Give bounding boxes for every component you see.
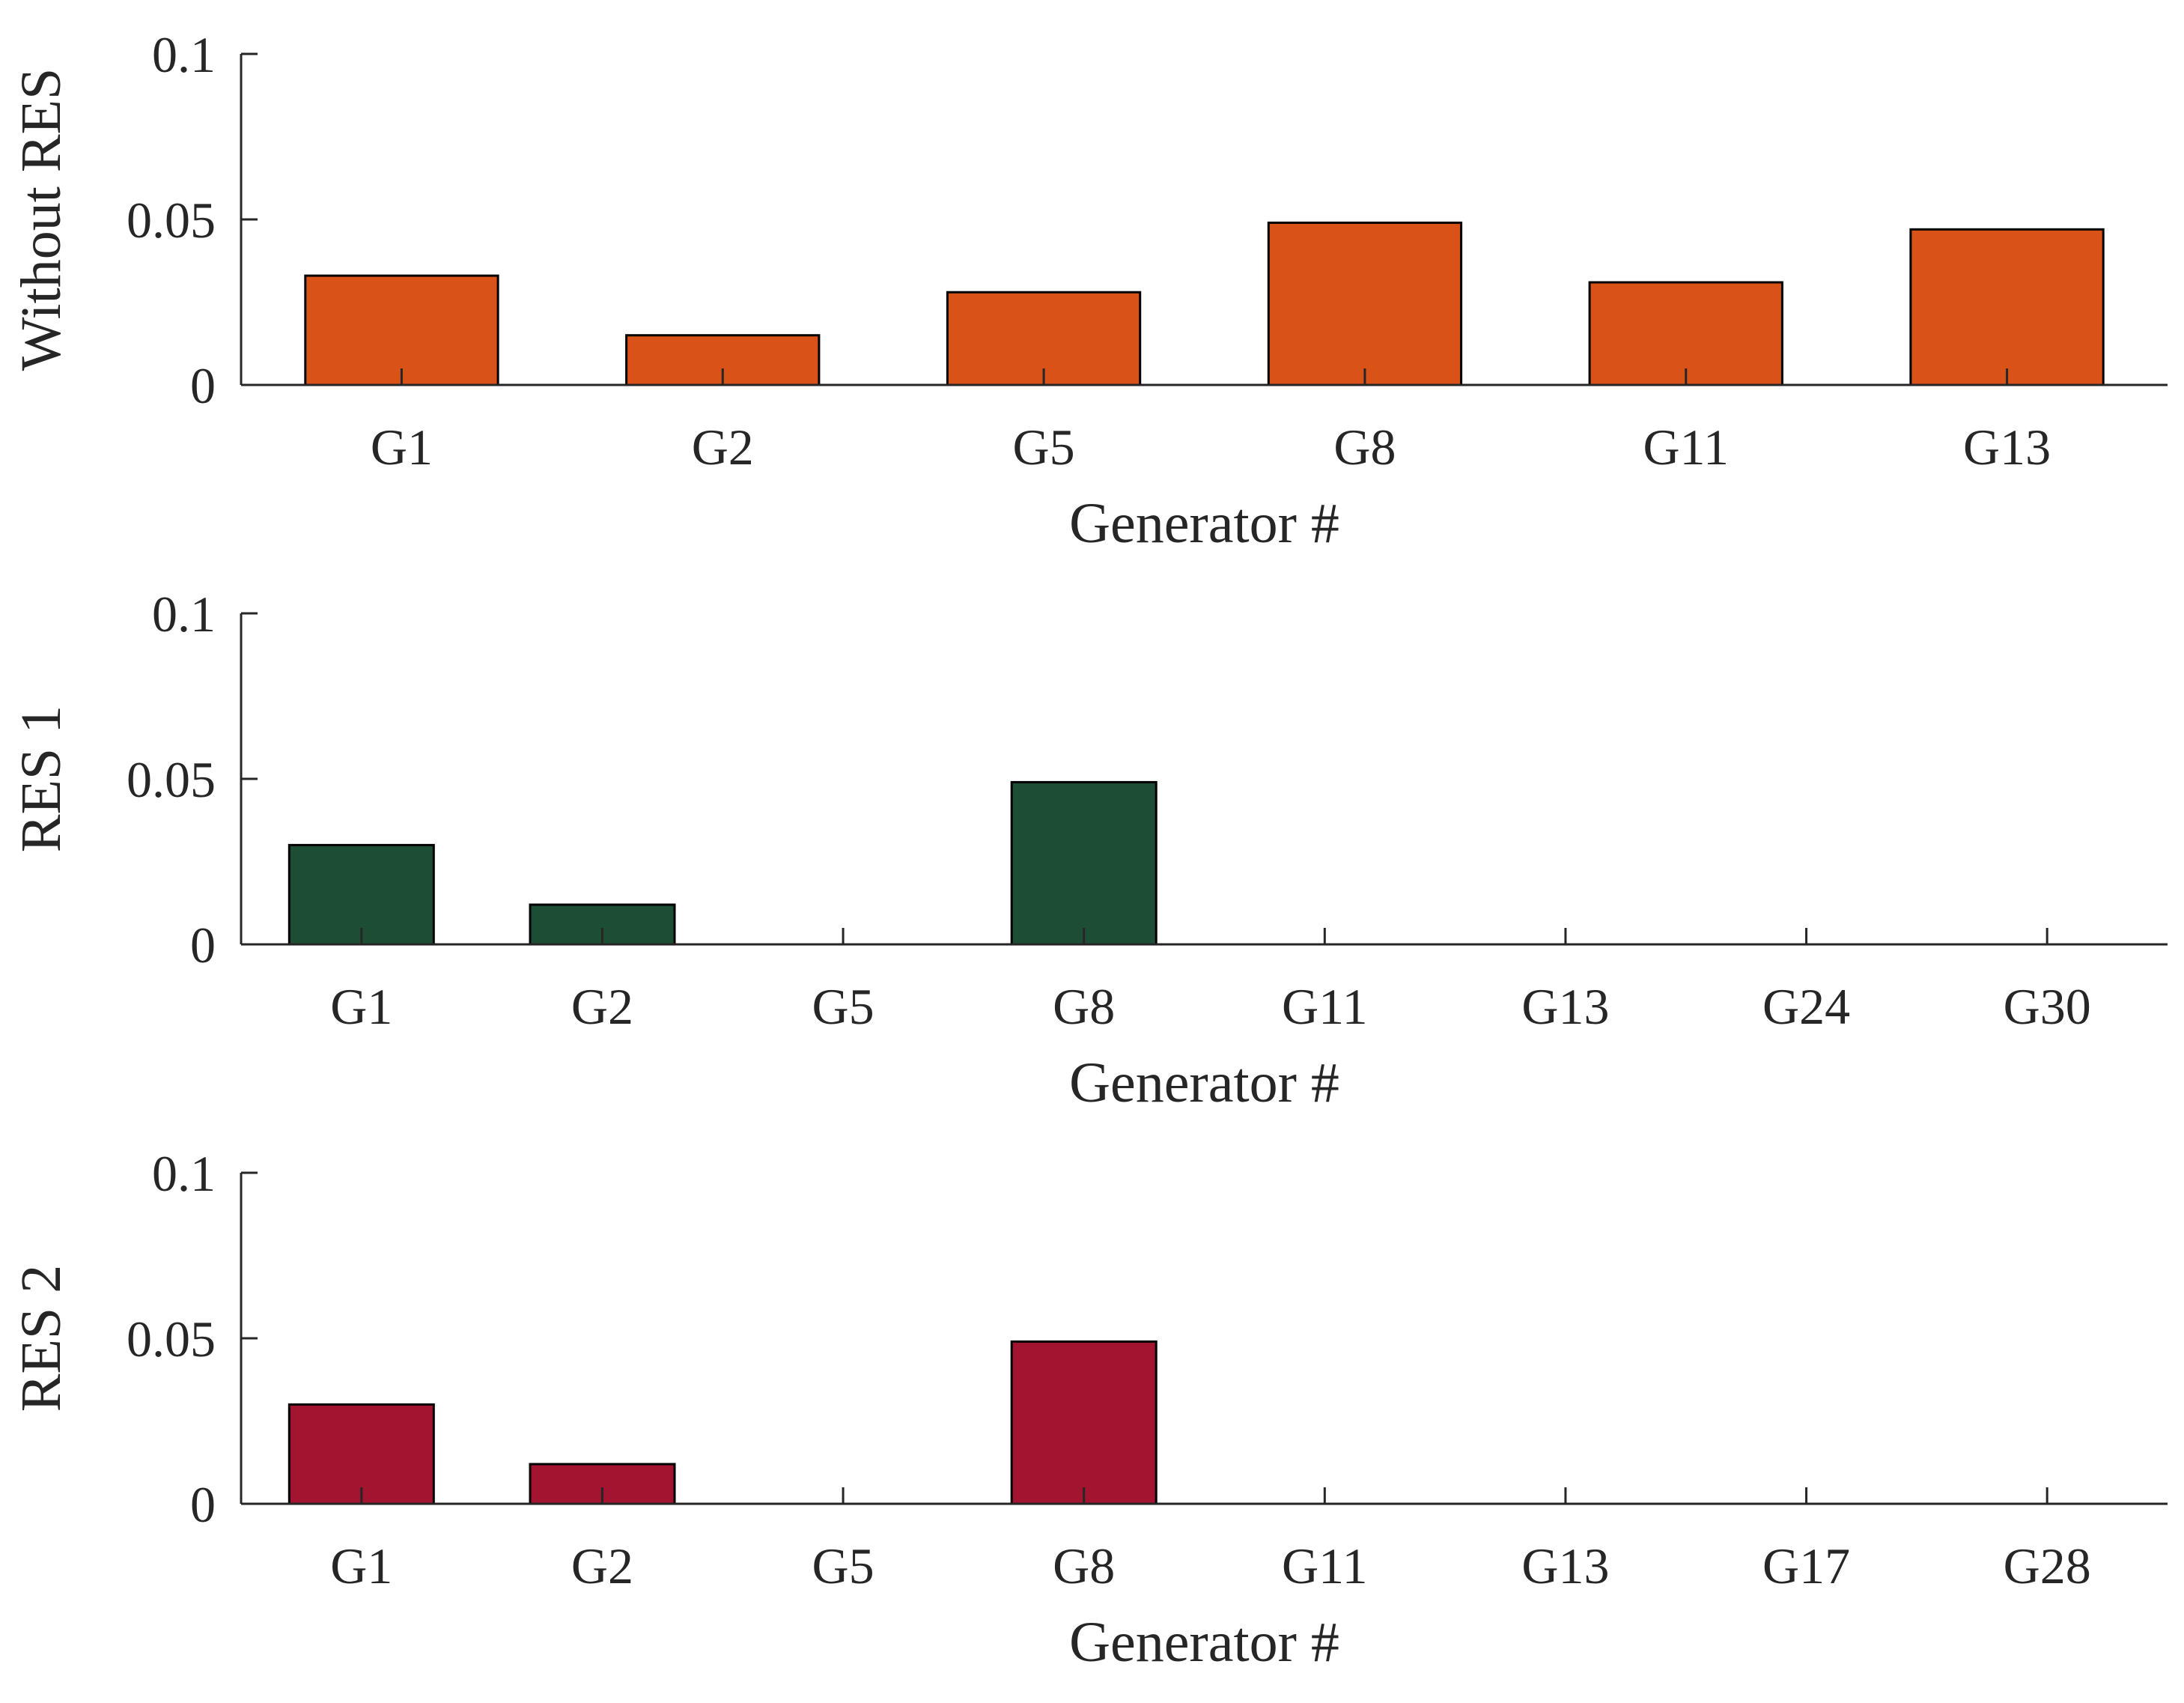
x-tick-label: G11 — [1282, 1537, 1368, 1594]
y-tick-label: 0 — [190, 357, 216, 414]
x-tick-label: G5 — [812, 1537, 874, 1594]
y-tick-label: 0.1 — [152, 1145, 216, 1202]
bar-g8 — [1267, 221, 1463, 386]
bar-g13 — [1909, 228, 2105, 386]
x-tick-label: G8 — [1053, 1537, 1115, 1594]
y-axis-label: RES 2 — [10, 1265, 73, 1412]
x-axis-label: Generator # — [1069, 1051, 1339, 1114]
x-tick-label: G24 — [1762, 978, 1850, 1035]
y-tick-label: 0.05 — [127, 1311, 216, 1367]
x-tick-label: G5 — [812, 978, 874, 1035]
bar-g5 — [946, 291, 1142, 386]
y-tick-label: 0.1 — [152, 26, 216, 83]
chart-panel-1: 0 0.05 0.1 G1 G2 G5 G8 G11 G13 Generator # Without… — [10, 26, 2168, 555]
x-tick-label: G8 — [1053, 978, 1115, 1035]
bar-g1 — [288, 1403, 435, 1505]
bar-g11 — [1588, 281, 1783, 386]
x-tick-label: G30 — [2004, 978, 2091, 1035]
bar-g8 — [1010, 1340, 1158, 1505]
bar-g1 — [288, 843, 435, 946]
y-tick-label: 0.1 — [152, 586, 216, 643]
chart-panel-2: 0 0.05 0.1 G1 G2 G5 G8 G11 G13 G24 G30 Generator # R… — [10, 586, 2168, 1114]
x-axis-label: Generator # — [1069, 492, 1339, 555]
x-tick-label: G2 — [571, 1537, 633, 1594]
bar-g1 — [304, 274, 499, 386]
bar-g8 — [1010, 780, 1158, 946]
x-tick-label: G11 — [1282, 978, 1368, 1035]
y-axis-label: Without RES — [10, 68, 73, 371]
x-tick-label: G13 — [1963, 419, 2051, 476]
x-axis-label: Generator # — [1069, 1611, 1339, 1674]
x-tick-label: G13 — [1521, 1537, 1609, 1594]
y-tick-label: 0 — [190, 1476, 216, 1533]
x-tick-label: G2 — [571, 978, 633, 1035]
y-tick-label: 0.05 — [127, 751, 216, 808]
x-tick-label: G2 — [692, 419, 754, 476]
x-tick-label: G8 — [1333, 419, 1396, 476]
y-tick-label: 0 — [190, 917, 216, 974]
x-tick-label: G28 — [2004, 1537, 2091, 1594]
x-tick-label: G1 — [371, 419, 433, 476]
x-tick-label: G5 — [1013, 419, 1075, 476]
chart-panel-3: 0 0.05 0.1 G1 G2 G5 G8 G11 G13 G17 G28 Generator # R… — [10, 1145, 2168, 1674]
x-tick-label: G17 — [1762, 1537, 1850, 1594]
y-tick-label: 0.05 — [127, 192, 216, 249]
x-tick-label: G1 — [330, 1537, 392, 1594]
x-tick-label: G11 — [1643, 419, 1729, 476]
y-axis-label: RES 1 — [10, 705, 73, 852]
x-tick-label: G13 — [1521, 978, 1609, 1035]
x-tick-label: G1 — [330, 978, 392, 1035]
